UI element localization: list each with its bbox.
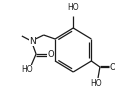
Text: O: O (47, 50, 53, 59)
Text: HO: HO (89, 79, 101, 88)
Text: O: O (109, 62, 115, 71)
Text: HO: HO (21, 65, 32, 73)
Text: N: N (29, 37, 35, 46)
Text: HO: HO (67, 3, 78, 12)
